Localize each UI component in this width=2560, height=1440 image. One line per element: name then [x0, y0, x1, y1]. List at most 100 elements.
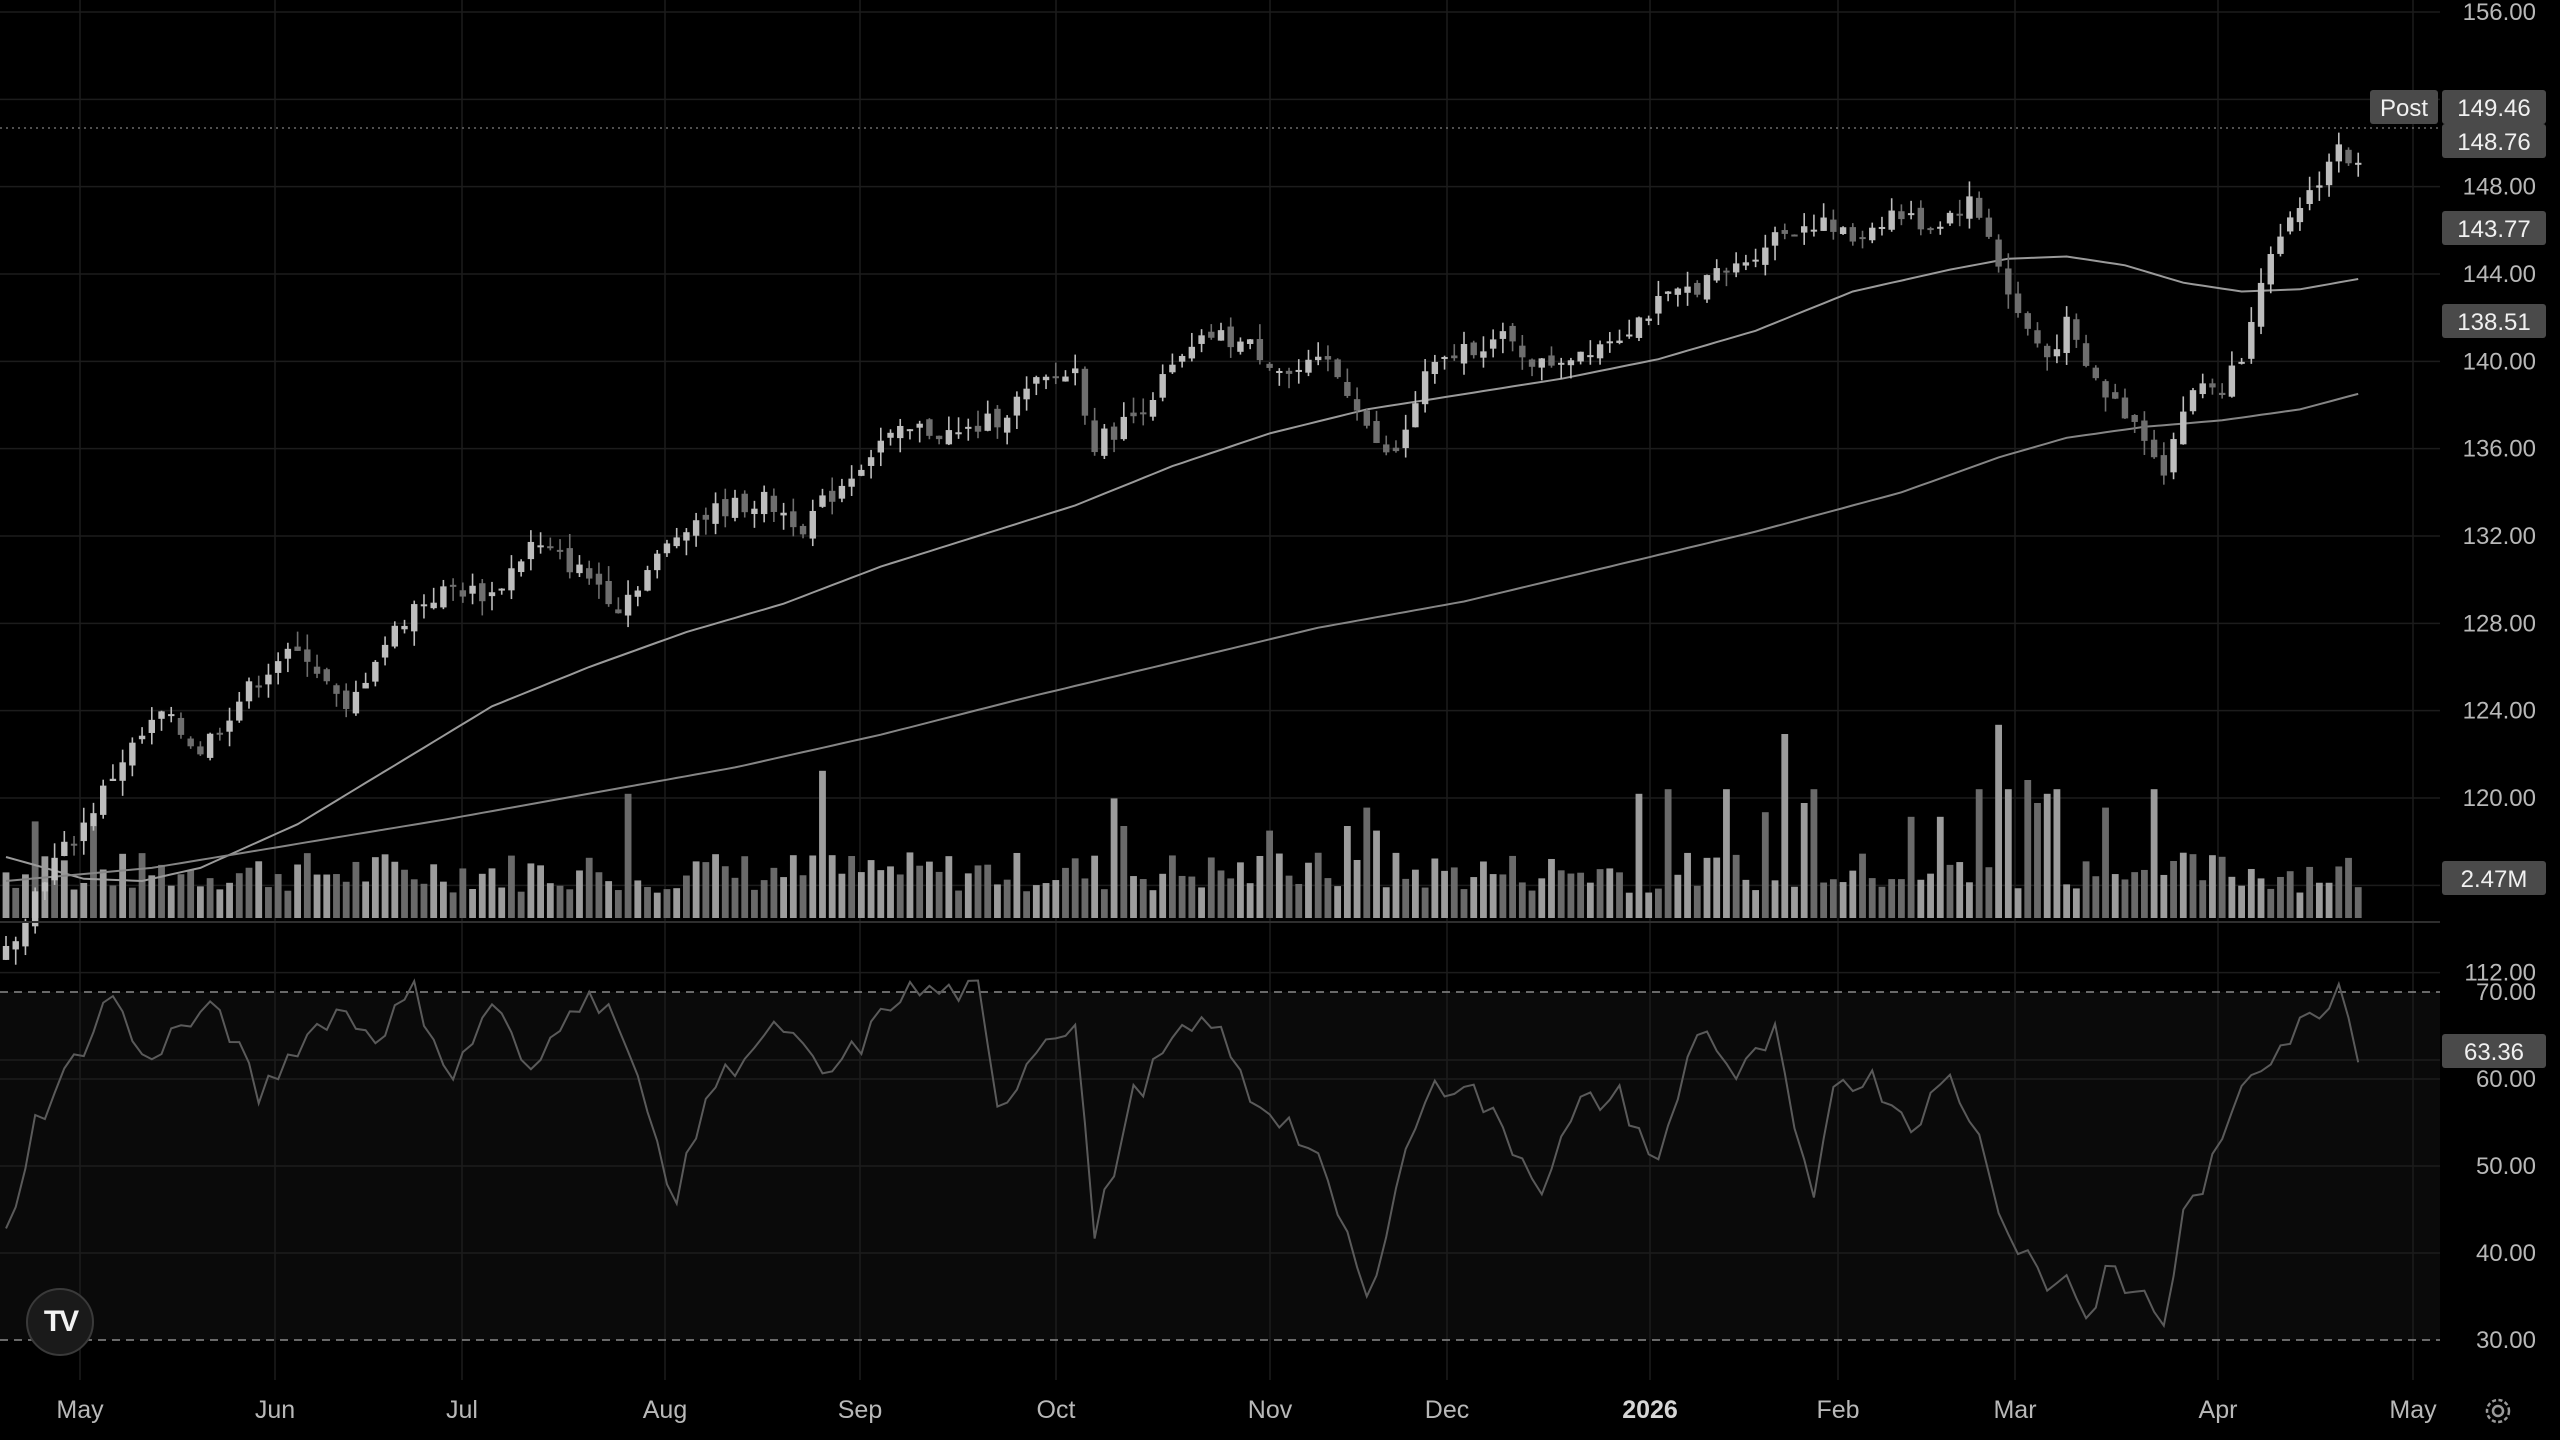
candle-body	[935, 435, 943, 440]
candle-body	[1878, 226, 1886, 229]
volume-bar	[2043, 793, 2051, 918]
volume-bar	[1081, 878, 1089, 918]
candle-body	[2306, 190, 2313, 205]
sma-fast-label-bg	[2442, 211, 2546, 245]
volume-bar	[1450, 867, 1458, 918]
volume-bar	[867, 860, 875, 918]
volume-bar	[1548, 858, 1555, 918]
volume-bar	[877, 870, 885, 918]
candle-body	[1849, 227, 1856, 242]
volume-bar	[1314, 852, 1322, 918]
candle-body	[1256, 339, 1264, 361]
volume-bar	[2150, 789, 2158, 918]
volume-bar	[323, 874, 331, 918]
candle-body	[187, 738, 194, 747]
volume-bar	[1246, 883, 1254, 918]
candle-body	[1577, 351, 1584, 362]
volume-bar	[430, 864, 438, 918]
volume-bar	[906, 852, 914, 918]
volume-bar	[459, 868, 467, 918]
time-tick-label: Feb	[1816, 1396, 1859, 1424]
candle-body	[1208, 331, 1215, 338]
candle-body	[1567, 360, 1575, 366]
tradingview-logo-text: TV	[43, 1305, 79, 1338]
volume-bar	[401, 869, 408, 918]
candle-body	[168, 714, 175, 717]
candle-body	[1917, 207, 1925, 230]
rsi-axis[interactable]: 70.00 60.00 50.00 40.00 30.00	[2476, 979, 2536, 1354]
gear-icon[interactable]	[2480, 1393, 2516, 1429]
candle-body	[605, 580, 612, 605]
candle-body	[61, 841, 68, 857]
volume-bar	[469, 888, 476, 918]
volume-bar	[1761, 812, 1769, 918]
last-price-label-bg	[2442, 124, 2546, 158]
volume-bar	[1441, 870, 1448, 918]
time-axis[interactable]: May Jun Jul Aug Sep Oct Nov Dec 2026 Feb Mar Apr May	[56, 1396, 2437, 1424]
candle-body	[1451, 355, 1458, 359]
volume-bar	[2072, 888, 2080, 918]
volume-bar	[1888, 879, 1896, 918]
candle-body	[1645, 318, 1652, 321]
candle-body	[1528, 359, 1536, 367]
price-tick-label: 156.00	[2463, 0, 2536, 26]
volume-bar	[1373, 830, 1380, 918]
candle-body	[411, 604, 418, 632]
volume-bar	[2, 872, 10, 918]
volume-bar	[1470, 877, 1478, 918]
candle-body	[1441, 356, 1448, 359]
time-tick-label: Mar	[1993, 1396, 2036, 1424]
candle-body	[2287, 217, 2294, 232]
volume-bar	[2306, 866, 2314, 918]
rsi-tick-label: 50.00	[2476, 1153, 2536, 1180]
volume-bar	[1499, 874, 1507, 918]
candle-body	[2160, 455, 2168, 476]
candle-body	[31, 891, 39, 927]
volume-bar	[2004, 789, 2012, 918]
volume-bar	[294, 864, 301, 918]
tradingview-logo[interactable]: TV	[26, 1288, 94, 1356]
volume-bar	[2315, 882, 2323, 918]
candle-body	[1072, 368, 1079, 374]
rsi-label-bg	[2442, 1034, 2546, 1068]
candle-body	[177, 717, 185, 735]
candle-body	[1888, 210, 1895, 230]
candle-body	[2073, 319, 2080, 340]
volume-bars	[2, 724, 2362, 918]
candle-body	[109, 778, 117, 782]
candle-body	[848, 478, 855, 487]
candle-body	[897, 425, 904, 439]
candle-body	[479, 583, 486, 602]
price-tick-label: 148.00	[2463, 174, 2536, 201]
candle-body	[1101, 428, 1108, 456]
volume-bar	[2335, 866, 2343, 918]
volume-bar	[537, 865, 544, 918]
volume-bar	[60, 860, 68, 918]
volume-bar	[1927, 873, 1934, 918]
grid-lines	[0, 0, 2440, 1380]
volume-bar	[2325, 882, 2333, 918]
volume-bar	[167, 885, 175, 918]
time-tick-label: Apr	[2199, 1396, 2238, 1424]
candle-body	[2092, 367, 2099, 379]
volume-bar	[1305, 862, 1312, 918]
volume-bar	[692, 861, 700, 918]
rsi-panel	[0, 978, 2440, 1341]
volume-bar	[1130, 876, 1137, 918]
post-tag: Post	[2380, 95, 2428, 122]
candle-body	[702, 514, 710, 520]
candle-body	[2209, 383, 2216, 388]
candle-body	[304, 649, 311, 662]
volume-bar	[624, 793, 632, 918]
candle-body	[1373, 421, 1380, 444]
candle-body	[2053, 349, 2061, 357]
volume-bar	[1023, 891, 1030, 918]
candle-body	[1946, 212, 1954, 224]
candle-body	[1480, 351, 1487, 358]
candle-body	[1995, 239, 2002, 267]
candle-body	[1276, 371, 1283, 374]
candle-body	[459, 590, 467, 597]
candle-body	[1003, 417, 1011, 433]
